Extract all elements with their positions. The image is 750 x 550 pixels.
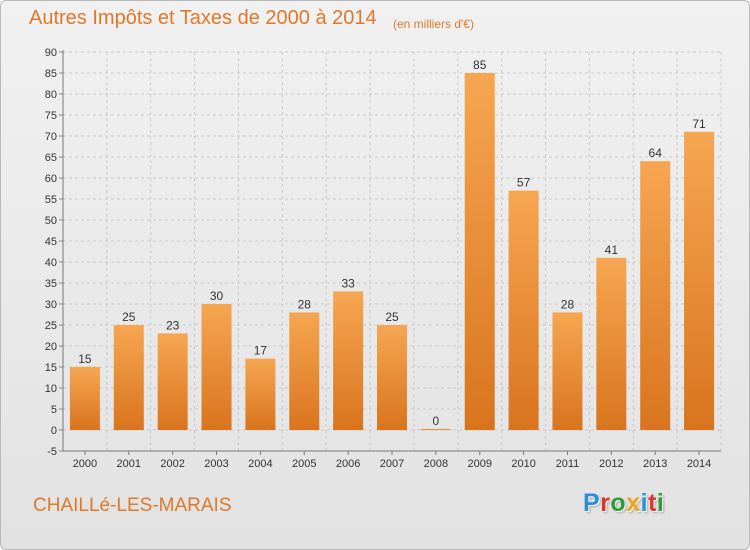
bar xyxy=(596,257,627,430)
y-tick-label: 55 xyxy=(45,194,57,206)
value-label: 41 xyxy=(605,243,619,257)
y-tick-label: 5 xyxy=(51,404,57,416)
y-tick-label: 35 xyxy=(45,278,57,290)
value-label: 57 xyxy=(517,176,531,190)
logo-letter: x xyxy=(626,489,641,517)
logo-letter: o xyxy=(610,489,627,517)
x-tick-label: 2011 xyxy=(556,458,580,470)
x-tick-label: 2009 xyxy=(467,458,491,470)
bar xyxy=(333,291,364,430)
bar xyxy=(377,325,407,430)
bar xyxy=(552,312,583,430)
bar xyxy=(464,73,495,430)
y-tick-label: 25 xyxy=(45,320,57,332)
bar xyxy=(420,429,451,430)
x-tick-label: 2003 xyxy=(204,458,228,470)
value-label: 28 xyxy=(561,297,575,311)
x-tick-label: 2014 xyxy=(687,458,711,470)
value-label: 33 xyxy=(341,276,355,290)
x-tick-label: 2000 xyxy=(73,458,97,470)
y-tick-label: 90 xyxy=(45,47,57,59)
y-tick-label: -5 xyxy=(47,446,57,458)
value-label: 25 xyxy=(385,310,399,324)
value-label: 17 xyxy=(254,344,268,358)
y-tick-label: 10 xyxy=(45,383,57,395)
x-tick-label: 2005 xyxy=(292,458,316,470)
y-tick-label: 65 xyxy=(45,152,57,164)
chart-title: Autres Impôts et Taxes de 2000 à 2014 xyxy=(29,7,377,29)
y-tick-label: 75 xyxy=(45,110,57,122)
logo-letter: i xyxy=(656,489,665,517)
value-label: 25 xyxy=(122,310,136,324)
bar xyxy=(684,131,715,431)
value-labels: 15 25 23 30 17 28 33 25 0 85 57 28 41 64 71 xyxy=(78,58,706,428)
value-label: 85 xyxy=(473,58,487,72)
y-tick-label: 70 xyxy=(45,131,57,143)
value-label: 64 xyxy=(649,146,663,160)
value-label: 15 xyxy=(78,352,92,366)
value-label: 0 xyxy=(433,414,440,428)
x-tick-label: 2006 xyxy=(336,458,360,470)
x-tick-label: 2007 xyxy=(380,458,404,470)
logo-letter: r xyxy=(600,489,611,517)
logo-letter: P xyxy=(583,489,601,517)
bar xyxy=(201,304,232,430)
bar xyxy=(69,367,100,430)
value-label: 23 xyxy=(166,318,180,332)
y-tick-label: 50 xyxy=(45,215,57,227)
bar xyxy=(157,333,188,430)
bars xyxy=(69,73,715,431)
y-tick-label: 60 xyxy=(45,173,57,185)
proxiti-logo[interactable]: Proxiti xyxy=(583,489,664,518)
value-label: 30 xyxy=(210,289,224,303)
axes: -5 0 5 10 15 20 25 30 35 40 45 50 55 60 65 70 75 80 85 90 20… xyxy=(45,47,721,470)
chart-subtitle: (en milliers d'€) xyxy=(393,17,474,31)
y-tick-label: 45 xyxy=(45,236,57,248)
x-tick-label: 2013 xyxy=(643,458,667,470)
bar xyxy=(289,312,320,430)
logo-letter: t xyxy=(648,489,657,517)
x-tick-label: 2008 xyxy=(424,458,448,470)
logo-letter: i xyxy=(640,489,649,517)
x-tick-label: 2004 xyxy=(248,458,272,470)
bar xyxy=(245,358,276,430)
commune-name: CHAILLé-LES-MARAIS xyxy=(33,495,232,516)
x-tick-label: 2010 xyxy=(511,458,535,470)
value-label: 71 xyxy=(692,117,706,131)
y-tick-label: 85 xyxy=(45,68,57,80)
bar xyxy=(113,325,144,430)
x-tick-label: 2002 xyxy=(160,458,184,470)
y-tick-label: 20 xyxy=(45,341,57,353)
bar xyxy=(640,161,671,430)
y-tick-label: 40 xyxy=(45,257,57,269)
x-tick-label: 2012 xyxy=(599,458,623,470)
y-tick-label: 15 xyxy=(45,362,57,374)
y-tick-label: 30 xyxy=(45,299,57,311)
bar xyxy=(508,190,539,430)
y-tick-label: 80 xyxy=(45,89,57,101)
value-label: 28 xyxy=(298,297,312,311)
x-tick-label: 2001 xyxy=(117,458,141,470)
y-tick-label: 0 xyxy=(51,425,57,437)
